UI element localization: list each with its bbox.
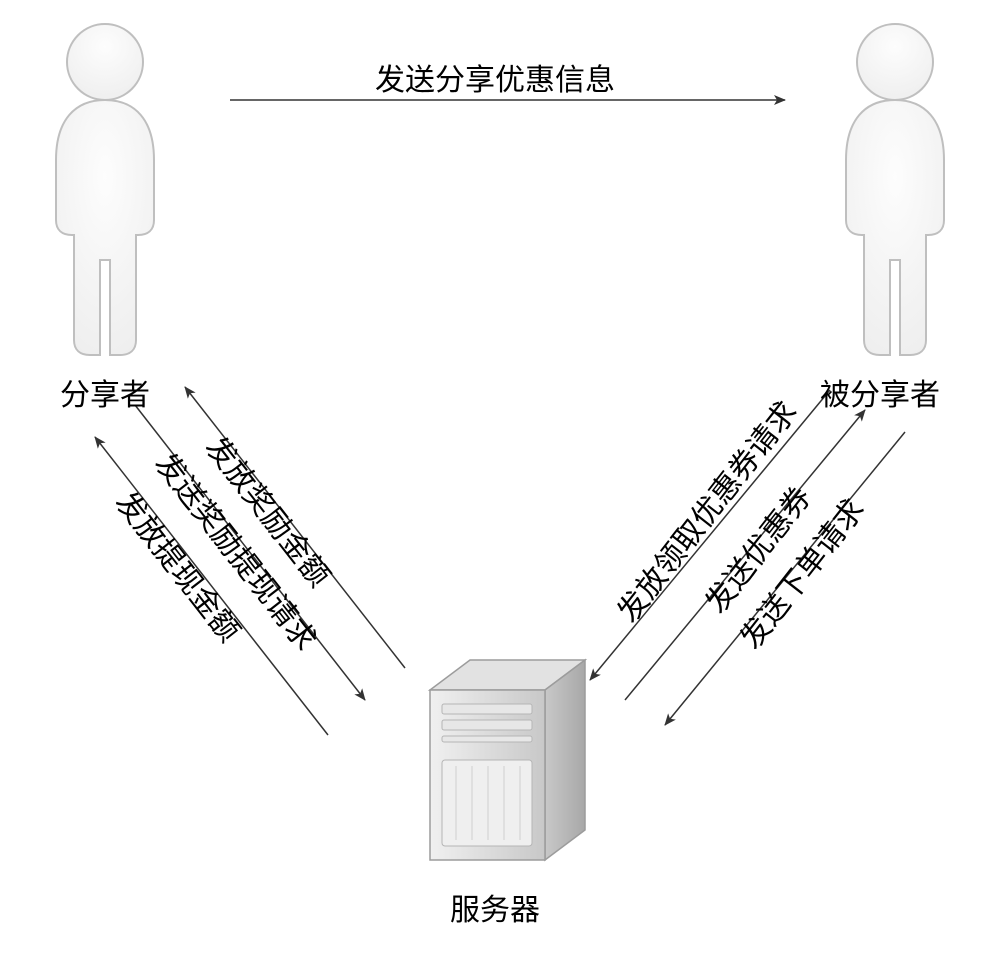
edge-top-label: 发送分享优惠信息 (375, 55, 615, 99)
diagram-canvas: 分享者 被分享者 服务器 发送分享优惠信息 发放奖励金额 发送奖励提现请求 发放… (0, 0, 1000, 962)
receiver-label: 被分享者 (820, 370, 940, 414)
receiver-icon (846, 24, 944, 355)
sharer-icon (56, 24, 154, 355)
sharer-label: 分享者 (60, 370, 150, 414)
server-label: 服务器 (450, 885, 540, 929)
server-icon (430, 660, 585, 860)
diagram-svg (0, 0, 1000, 962)
